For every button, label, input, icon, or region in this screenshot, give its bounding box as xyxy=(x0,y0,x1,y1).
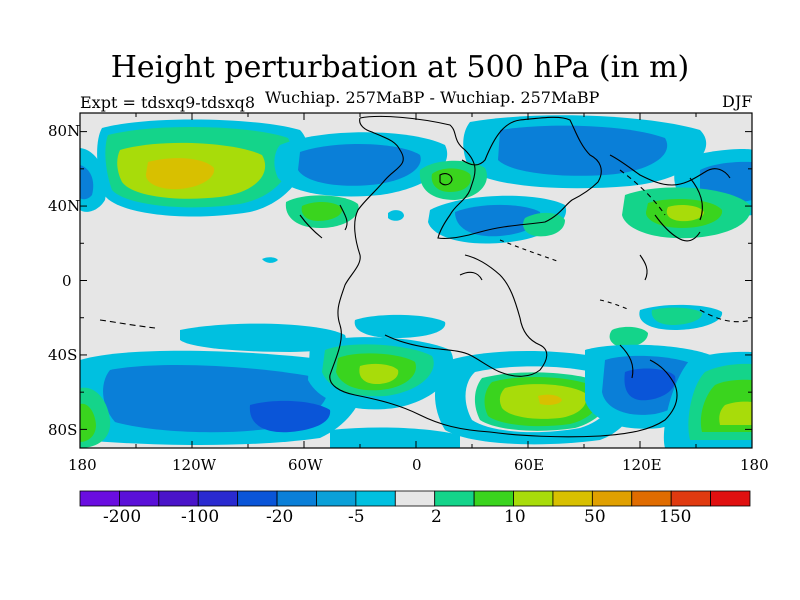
contour-region xyxy=(523,212,565,237)
colorbar-swatch xyxy=(473,490,514,507)
contour-fill-layer xyxy=(80,115,752,448)
colorbar-swatch xyxy=(197,490,239,507)
colorbar-swatch xyxy=(434,490,475,507)
colorbar-swatch xyxy=(631,490,672,507)
lat-tick-label: 80N xyxy=(48,122,81,140)
contour-region xyxy=(330,427,460,448)
coastline xyxy=(299,214,323,239)
colorbar xyxy=(79,490,751,507)
lat-tick-label: 40N xyxy=(48,197,81,215)
contour-region xyxy=(80,165,94,200)
coastline xyxy=(609,154,731,186)
contour-region xyxy=(180,323,346,352)
coastline xyxy=(439,173,453,186)
colorbar-label: -200 xyxy=(103,507,142,527)
coastline xyxy=(654,214,701,242)
lon-tick-label: 180 xyxy=(68,456,97,474)
contour-region xyxy=(666,204,704,222)
colorbar-swatch xyxy=(158,490,199,507)
coastline xyxy=(619,169,666,216)
contour-region xyxy=(624,368,676,401)
contour-region xyxy=(455,204,541,237)
colorbar-label: 2 xyxy=(431,507,442,527)
contour-region xyxy=(354,314,446,338)
contour-region xyxy=(145,158,215,190)
lon-tick-label: 0 xyxy=(412,456,422,474)
lon-tick-label: 120W xyxy=(172,456,217,474)
contour-region xyxy=(498,125,668,176)
contour-region xyxy=(719,401,752,425)
colorbar-swatch xyxy=(670,490,711,507)
colorbar-label: 150 xyxy=(659,507,692,527)
colorbar-label: 10 xyxy=(504,507,526,527)
colorbar-swatch xyxy=(237,490,278,507)
contour-region xyxy=(388,210,404,221)
colorbar-swatch xyxy=(355,490,396,507)
chart-title: Height perturbation at 500 hPa (in m) xyxy=(110,50,690,85)
coastline xyxy=(99,319,156,329)
contour-region xyxy=(301,202,343,221)
lon-tick-label: 60E xyxy=(514,456,545,474)
colorbar-swatch xyxy=(276,490,317,507)
colorbar-swatch xyxy=(710,490,751,507)
coastline xyxy=(619,344,634,379)
colorbar-swatch xyxy=(316,490,357,507)
colorbar-swatch xyxy=(119,490,160,507)
coastline xyxy=(599,299,631,311)
lon-tick-label: 60W xyxy=(288,456,323,474)
experiment-label: Expt = tdsxq9-tdsxq8 xyxy=(80,93,256,112)
coastline xyxy=(699,309,752,323)
colorbar-swatch xyxy=(552,490,593,507)
coastline xyxy=(689,177,703,221)
axis-ticks xyxy=(79,113,753,448)
period-label: Wuchiap. 257MaBP - Wuchiap. 257MaBP xyxy=(265,88,600,107)
coastline xyxy=(459,271,483,281)
colorbar-label: -5 xyxy=(348,507,365,527)
coastline xyxy=(339,204,348,231)
coastline xyxy=(329,115,678,438)
season-label: DJF xyxy=(722,92,753,111)
contour-region xyxy=(262,257,278,263)
lat-tick-label: 40S xyxy=(48,346,78,364)
colorbar-label: -20 xyxy=(266,507,294,527)
colorbar-label: -100 xyxy=(181,507,220,527)
lat-tick-label: 0 xyxy=(62,272,72,290)
lon-tick-label: 180 xyxy=(740,456,769,474)
coastline xyxy=(384,254,548,377)
colorbar-swatch xyxy=(394,490,436,507)
contour-region xyxy=(538,394,562,405)
coastline xyxy=(639,254,648,281)
contour-region xyxy=(80,403,96,442)
coastline-layer xyxy=(99,115,752,438)
colorbar-label: 50 xyxy=(584,507,606,527)
colorbar-swatch xyxy=(591,490,633,507)
lat-tick-label: 80S xyxy=(48,421,78,439)
colorbar-swatch xyxy=(513,490,554,507)
contour-region xyxy=(249,400,331,433)
coastline xyxy=(499,239,561,263)
contour-region xyxy=(651,307,703,325)
contour-region xyxy=(359,363,399,384)
contour-region xyxy=(609,326,648,348)
colorbar-swatch xyxy=(79,490,120,507)
lon-tick-label: 120E xyxy=(622,456,662,474)
